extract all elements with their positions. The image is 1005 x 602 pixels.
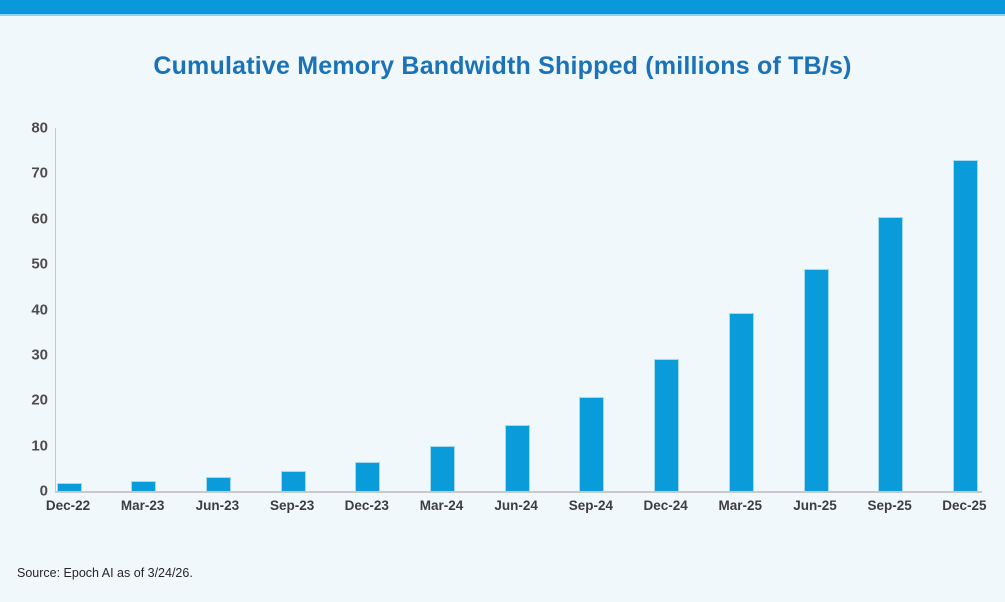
bar-Dec-23 — [355, 461, 381, 491]
x-tick-label: Mar-25 — [718, 498, 763, 513]
x-tick-label: Dec-24 — [643, 498, 688, 513]
y-tick-label: 10 — [31, 437, 48, 455]
y-tick-label: 40 — [31, 301, 48, 318]
y-tick-label: 30 — [31, 346, 48, 364]
y-tick-label: 0 — [39, 482, 48, 500]
bar-Dec-24 — [654, 358, 680, 491]
x-tick-label: Dec-25 — [942, 498, 987, 513]
plot-area — [55, 128, 982, 493]
bar-Sep-25 — [878, 216, 904, 491]
bar-Mar-25 — [728, 313, 754, 491]
bar-Sep-23 — [280, 471, 306, 491]
y-tick-label: 20 — [31, 391, 48, 409]
chart-title: Cumulative Memory Bandwidth Shipped (mil… — [153, 52, 852, 80]
x-tick-label: Dec-22 — [45, 498, 91, 513]
y-tick-label: 60 — [31, 210, 48, 228]
bar-Mar-23 — [131, 481, 157, 491]
y-tick-label: 50 — [31, 255, 48, 273]
x-tick-label: Mar-23 — [120, 498, 165, 513]
bar-Dec-22 — [56, 483, 82, 491]
top-banner — [0, 0, 1005, 16]
x-tick-label: Jun-25 — [793, 498, 837, 513]
x-tick-label: Jun-23 — [195, 498, 240, 513]
bar-Jun-25 — [803, 268, 829, 491]
x-tick-label: Mar-24 — [419, 498, 464, 513]
x-tick-label: Sep-24 — [568, 498, 614, 513]
bar-Dec-25 — [952, 160, 978, 491]
y-tick-label: 80 — [31, 119, 48, 137]
bar-Jun-24 — [504, 424, 530, 491]
x-tick-label: Sep-25 — [867, 498, 912, 513]
x-tick-label: Jun-24 — [494, 498, 538, 513]
x-tick-label: Dec-23 — [344, 498, 389, 513]
y-axis: 0 10 20 30 40 50 60 70 80 — [0, 121, 48, 499]
x-tick-label: Sep-23 — [269, 498, 315, 513]
bar-Mar-24 — [430, 445, 455, 491]
source-note: Source: Epoch AI as of 3/24/26. — [17, 566, 193, 580]
x-axis: Dec-22 Mar-23 Jun-23 Sep-23 Dec-23 Mar-24 Jun-… — [46, 498, 987, 517]
bar-Sep-24 — [579, 397, 605, 491]
bar-Jun-23 — [205, 477, 231, 491]
y-tick-label: 70 — [31, 164, 48, 182]
